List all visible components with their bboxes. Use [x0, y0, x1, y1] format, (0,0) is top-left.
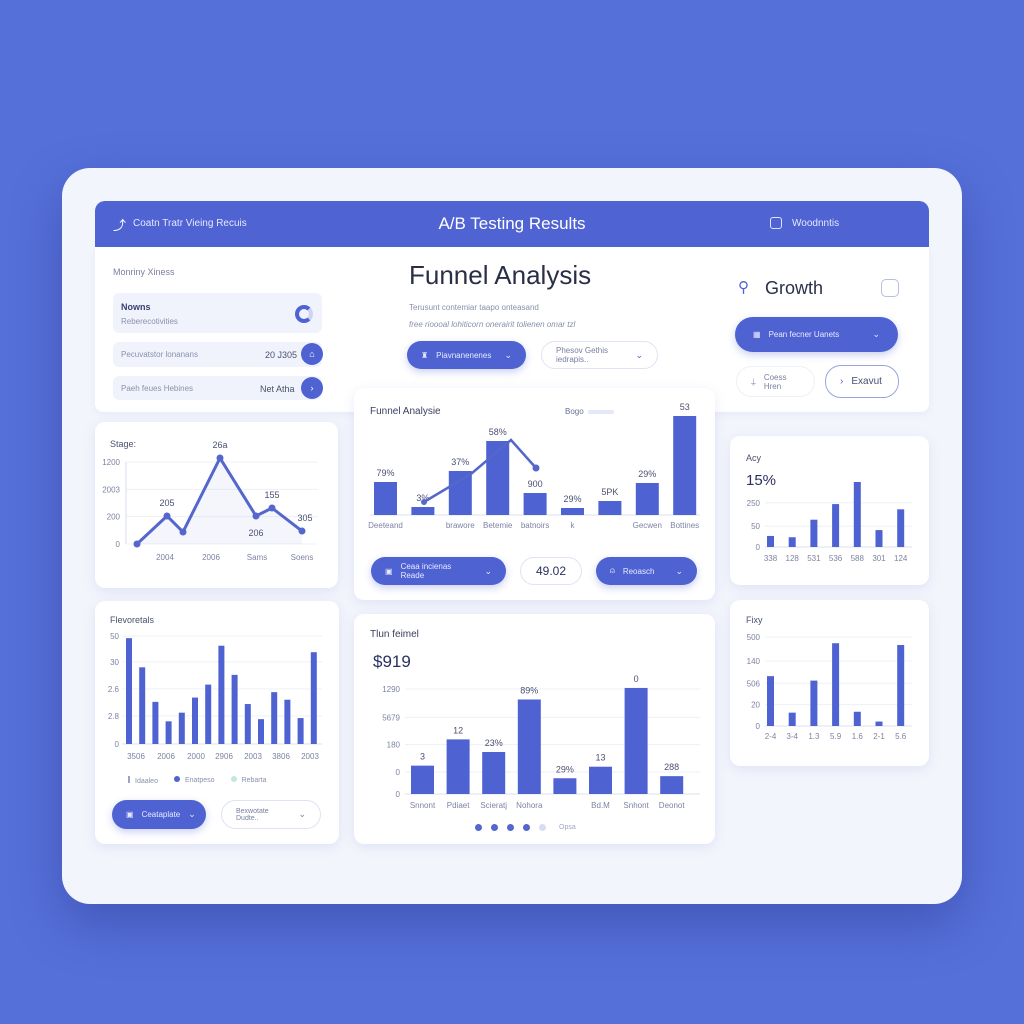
- chart-title: Funnel Analysie: [370, 406, 441, 417]
- trend-icon: ⤴: [113, 218, 127, 233]
- arrow-icon[interactable]: ⌂: [301, 343, 323, 365]
- chart-title: Stage:: [110, 439, 137, 449]
- section-subtitle: Terusunt contemiar taapo onteasand: [409, 303, 539, 312]
- export-button[interactable]: › Exavut: [825, 365, 899, 398]
- summary-row[interactable]: Pecuvatstor lonanans 20 J305 ⌂: [113, 342, 323, 367]
- primary-dropdown[interactable]: ♜ Piavnanenenes ⌄: [407, 341, 526, 369]
- header-bar: ⤴ Coatn Tratr Vieing Recuis A/B Testing …: [95, 201, 929, 247]
- pagination-label: Opsa: [559, 824, 576, 831]
- chevron-down-icon: ⌄: [635, 349, 643, 360]
- dropdown-label: Reoasch: [622, 566, 655, 576]
- image-icon: ▣: [126, 810, 134, 819]
- dropdown-label: Piavnanenenes: [436, 350, 492, 360]
- big-value: 15%: [746, 472, 777, 489]
- chart-title: Tlun feimel: [370, 629, 419, 640]
- page-dot[interactable]: [523, 824, 530, 831]
- arrow-right-icon: ›: [840, 376, 844, 387]
- flevo-secondary-dropdown[interactable]: Bexwotate Dudte.. ⌄: [221, 800, 321, 829]
- dropdown-label: Ceaa incienas Reade: [400, 562, 452, 580]
- secondary-button[interactable]: ⍊ Coess Hren: [736, 366, 815, 397]
- arrow-icon[interactable]: ›: [301, 377, 323, 399]
- legend-item: Enatpeso: [173, 776, 215, 785]
- dropdown-label: Ceataplate: [141, 810, 181, 819]
- pagination: Opsa: [475, 824, 576, 831]
- button-label: Coess Hren: [763, 372, 787, 391]
- header-right-link[interactable]: Woodnntis: [792, 218, 840, 229]
- secondary-dropdown[interactable]: Phesov Gethis iedrapis.. ⌄: [541, 341, 658, 369]
- legend-swatch: [588, 410, 614, 414]
- summary-title: Monriny Xiness: [113, 267, 175, 277]
- legend-item: Rebarta: [230, 776, 266, 785]
- page-title: A/B Testing Results: [438, 214, 586, 233]
- chevron-down-icon: ⌄: [504, 349, 512, 360]
- value-box[interactable]: 49.02: [520, 557, 582, 585]
- refresh-icon: [295, 305, 313, 323]
- page-dot[interactable]: [491, 824, 498, 831]
- expand-icon[interactable]: [881, 279, 899, 297]
- row-value: Net Atha: [260, 384, 295, 394]
- chart-title: Acy: [746, 453, 762, 463]
- growth-dropdown[interactable]: ▦ Pean fecner Uanets ⌄: [735, 317, 898, 352]
- row-value: 20 J305: [265, 350, 298, 360]
- page-dot[interactable]: [539, 824, 546, 831]
- funnel-dropdown[interactable]: ▣ Ceaa incienas Reade ⌄: [371, 557, 506, 585]
- acy-card: [730, 436, 929, 585]
- row-label: Paeh feues Hebines: [121, 384, 194, 393]
- calendar-icon: ▦: [753, 330, 761, 339]
- highlight-title: Nowns: [121, 302, 151, 312]
- growth-title: Growth: [765, 278, 824, 298]
- chart-title: Fixy: [746, 615, 763, 625]
- legend-label: Bogo: [565, 407, 584, 416]
- row-label: Pecuvatstor lonanans: [121, 350, 198, 359]
- chevron-down-icon: ⌄: [675, 565, 683, 576]
- button-label: Exavut: [851, 376, 882, 387]
- filter-icon: ♜: [421, 350, 429, 360]
- section-subtitle: free rioooal lohiticorn onerairit tolien…: [409, 320, 576, 329]
- header-subtitle: Coatn Tratr Vieing Recuis: [133, 218, 247, 229]
- lock-icon: ⍊: [751, 376, 756, 386]
- chevron-down-icon: ⌄: [484, 565, 492, 576]
- chevron-down-icon: ⌄: [872, 329, 880, 339]
- dropdown-label: Pean fecner Uanets: [768, 330, 840, 339]
- search-dropdown[interactable]: ⍝ Reoasch ⌄: [596, 557, 697, 585]
- camera-icon[interactable]: [770, 217, 782, 229]
- page-dot[interactable]: [475, 824, 482, 831]
- chevron-down-icon: ⌄: [188, 809, 196, 819]
- page-dot[interactable]: [507, 824, 514, 831]
- growth-icon: ⚲: [738, 279, 749, 296]
- summary-row[interactable]: Paeh feues Hebines Net Atha ›: [113, 376, 323, 400]
- chevron-down-icon: ⌄: [298, 809, 306, 819]
- dropdown-label: Bexwotate Dudte..: [236, 807, 269, 822]
- legend-item: Idaaleo: [128, 776, 158, 785]
- highlight-subtitle: Reberecotivities: [121, 317, 178, 326]
- dropdown-label: Phesov Gethis iedrapis..: [556, 346, 609, 364]
- chart-title: Flevoretals: [110, 615, 155, 625]
- big-value: $919: [373, 652, 411, 671]
- legend: Idaaleo Enatpeso Rebarta: [128, 776, 266, 785]
- summary-highlight[interactable]: Nowns Reberecotivities: [113, 293, 322, 333]
- person-icon: ⍝: [610, 566, 615, 575]
- tlun-card: [354, 614, 715, 844]
- flevo-dropdown[interactable]: ▣ Ceataplate ⌄: [112, 800, 206, 829]
- section-title: Funnel Analysis: [409, 260, 592, 290]
- lock-icon: ▣: [385, 566, 393, 576]
